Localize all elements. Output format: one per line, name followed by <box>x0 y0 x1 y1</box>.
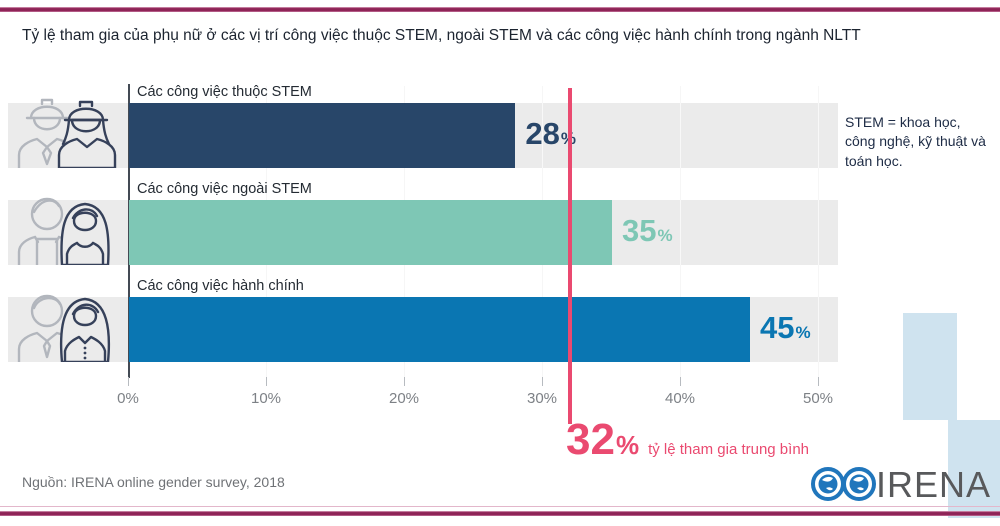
axis-tick <box>680 377 681 386</box>
average-annotation: 32 % tỷ lệ tham gia trung bình <box>566 418 809 462</box>
bottom-accent-rule <box>0 511 1000 516</box>
source-text: Nguồn: IRENA online gender survey, 2018 <box>22 474 285 490</box>
axis-tick <box>818 377 819 386</box>
gridline-overlay <box>680 86 681 378</box>
axis-tick-label: 20% <box>388 390 420 407</box>
chart-title: Tỷ lệ tham gia của phụ nữ ở các vị trí c… <box>22 27 861 44</box>
irena-logo: IRENA <box>811 464 991 505</box>
bar-value-unit: % <box>795 323 811 342</box>
axis-tick-label: 50% <box>802 390 834 407</box>
irena-logo-text: IRENA <box>876 464 991 505</box>
average-text: tỷ lệ tham gia trung bình <box>648 441 810 458</box>
non-stem-workers-icon <box>17 197 110 265</box>
bar <box>129 200 612 265</box>
bar-value-number: 28 <box>525 116 560 151</box>
admin-workers-icon <box>17 294 111 362</box>
stem-definition-note: STEM = khoa học, công nghệ, kỹ thuật và … <box>845 114 986 169</box>
bottom-thin-rule <box>0 506 1000 507</box>
axis-tick-label: 40% <box>664 390 696 407</box>
bar-value: 45 % <box>760 311 811 345</box>
decor-shape-bottom <box>948 420 1000 518</box>
average-unit: % <box>615 430 640 460</box>
category-label: Các công việc thuộc STEM <box>137 84 312 100</box>
category-label: Các công việc hành chính <box>137 278 304 294</box>
stem-workers-icon <box>17 98 117 168</box>
axis-tick <box>542 377 543 386</box>
bar-value-unit: % <box>657 226 673 245</box>
gridline-overlay <box>818 86 819 378</box>
bar-value-number: 45 <box>760 310 795 345</box>
average-number: 32 <box>566 415 615 464</box>
top-accent-rule <box>0 7 1000 12</box>
axis-tick-label: 30% <box>526 390 558 407</box>
decor-shape-top <box>903 313 957 420</box>
axis-tick <box>404 377 405 386</box>
category-label: Các công việc ngoài STEM <box>137 181 312 197</box>
irena-infinity-globes-icon <box>811 467 876 501</box>
bar-value-number: 35 <box>622 213 657 248</box>
axis-tick-label: 10% <box>250 390 282 407</box>
bar-value: 35 % <box>622 214 673 248</box>
axis-tick-label: 0% <box>117 390 139 407</box>
bar <box>129 297 750 362</box>
bar-value: 28 % <box>525 117 576 151</box>
axis-tick <box>266 377 267 386</box>
bar <box>129 103 516 168</box>
axis-tick <box>128 377 129 386</box>
average-line <box>567 88 572 424</box>
